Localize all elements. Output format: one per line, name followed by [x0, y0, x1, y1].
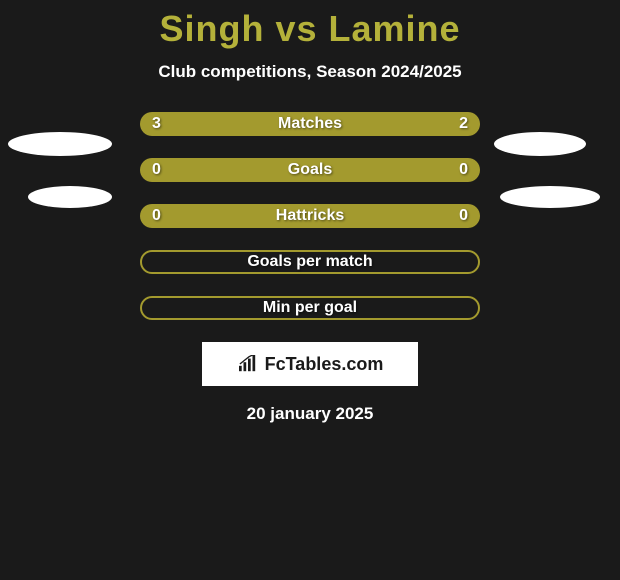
stat-row-matches: 3 Matches 2 — [0, 112, 620, 136]
left-value: 3 — [152, 115, 161, 133]
stats-section: 3 Matches 2 0 Goals 0 0 Hattricks 0 Goal… — [0, 112, 620, 320]
left-value: 0 — [152, 161, 161, 179]
chart-icon — [237, 355, 259, 373]
stat-row-hattricks: 0 Hattricks 0 — [0, 204, 620, 228]
stat-label: Goals per match — [247, 253, 372, 271]
stat-row-goals-per-match: Goals per match — [0, 250, 620, 274]
stat-bar: Min per goal — [140, 296, 480, 320]
stat-bar: 3 Matches 2 — [140, 112, 480, 136]
stat-label: Hattricks — [276, 207, 344, 225]
logo-text: FcTables.com — [265, 354, 384, 375]
subtitle: Club competitions, Season 2024/2025 — [0, 62, 620, 82]
stat-bar: Goals per match — [140, 250, 480, 274]
logo-box: FcTables.com — [202, 342, 418, 386]
stat-bar: 0 Hattricks 0 — [140, 204, 480, 228]
right-value: 0 — [459, 161, 468, 179]
date-text: 20 january 2025 — [0, 404, 620, 424]
stats-comparison-card: Singh vs Lamine Club competitions, Seaso… — [0, 0, 620, 424]
right-value: 2 — [459, 115, 468, 133]
left-value: 0 — [152, 207, 161, 225]
stat-bar: 0 Goals 0 — [140, 158, 480, 182]
stat-label: Min per goal — [263, 299, 357, 317]
stat-label: Goals — [288, 161, 332, 179]
right-value: 0 — [459, 207, 468, 225]
stat-row-goals: 0 Goals 0 — [0, 158, 620, 182]
page-title: Singh vs Lamine — [0, 8, 620, 50]
stat-row-min-per-goal: Min per goal — [0, 296, 620, 320]
stat-label: Matches — [278, 115, 342, 133]
